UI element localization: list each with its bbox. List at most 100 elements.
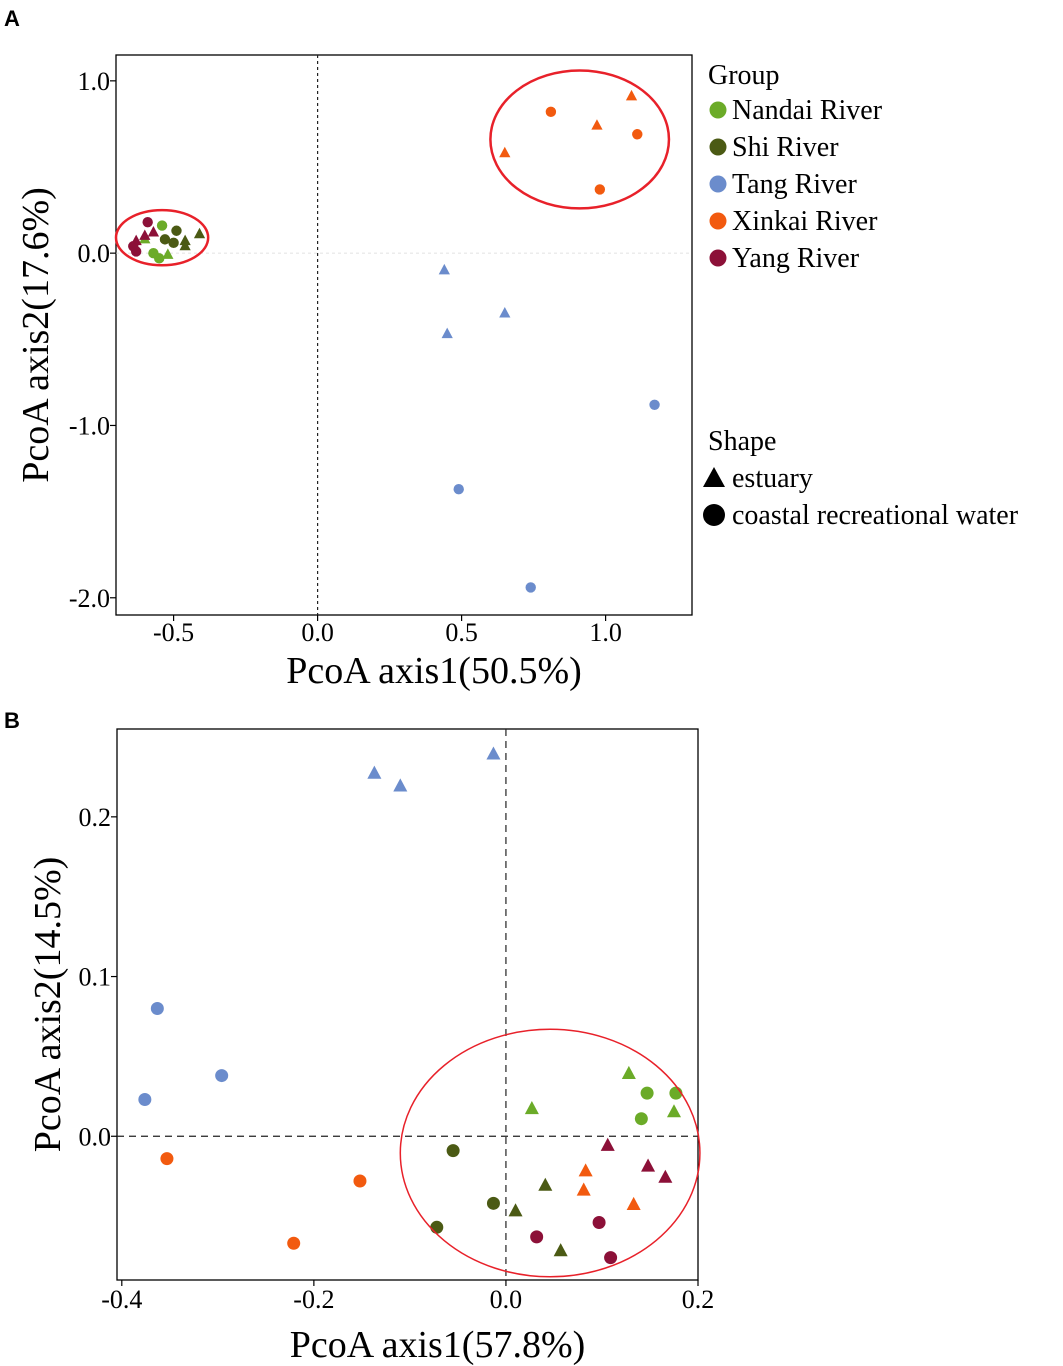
- nandai-river-circle-point: [640, 1086, 654, 1100]
- yang-river-triangle-point: [658, 1169, 673, 1183]
- xinkai-river-triangle-point: [576, 1182, 591, 1196]
- legend-shape-label: coastal recreational water: [732, 500, 1019, 531]
- tang-river-circle-point: [649, 399, 660, 410]
- shi-river-triangle-point: [538, 1177, 553, 1191]
- shi-river-triangle-point: [508, 1203, 523, 1217]
- plot-frame: [116, 728, 699, 1281]
- yang-river-triangle-point: [147, 226, 160, 237]
- xinkai-river-triangle-point: [591, 119, 603, 130]
- y-axis-title: PcoA axis2(17.6%): [15, 187, 57, 483]
- y-tick-label: 0.0: [79, 1122, 112, 1151]
- cluster-ellipse: [114, 208, 210, 267]
- xinkai-river-triangle-point: [499, 146, 511, 158]
- legend-group-label: Nandai River: [732, 95, 883, 126]
- y-tick-label: -2.0: [69, 584, 110, 613]
- yang-river-legend-swatch: [709, 249, 727, 267]
- x-tick-label: 0.2: [682, 1285, 715, 1314]
- pcoa-plot-a: -0.5 0.0 0.5 1.0 1.0 0.0 -1.0 -2.0 PcoA axis1(50…: [15, 54, 693, 692]
- tang-river-circle-point: [215, 1069, 229, 1083]
- nandai-river-triangle-point: [666, 1104, 682, 1118]
- y-tick-label: 0.1: [79, 963, 112, 992]
- shi-river-circle-point: [171, 225, 182, 236]
- yang-river-triangle-point: [641, 1158, 656, 1172]
- tang-river-legend-swatch: [709, 175, 727, 193]
- tang-river-triangle-point: [367, 765, 382, 779]
- xinkai-river-triangle-point: [626, 1196, 641, 1210]
- shi-river-triangle-point: [553, 1243, 568, 1257]
- xinkai-river-triangle-point: [625, 89, 638, 101]
- shi-river-circle-point: [486, 1196, 500, 1210]
- yang-river-triangle-point: [600, 1137, 615, 1151]
- tang-river-circle-point: [138, 1093, 152, 1107]
- legend-group-items: Nandai River Shi River Tang River Xinkai Ri…: [709, 95, 883, 274]
- xinkai-river-circle-point: [545, 106, 557, 118]
- nandai-river-circle-point: [156, 220, 168, 231]
- yang-river-circle-point: [130, 246, 142, 257]
- y-tick-label: 0.2: [79, 803, 112, 832]
- legend-shape-title: Shape: [708, 426, 776, 457]
- tang-river-triangle-point: [441, 327, 453, 339]
- legend-group-title: Group: [708, 60, 780, 91]
- x-tick-label: 0.0: [301, 618, 334, 647]
- yang-river-circle-point: [530, 1230, 544, 1244]
- xinkai-river-circle-point: [160, 1152, 174, 1166]
- shi-river-circle-point: [430, 1220, 444, 1234]
- tang-river-circle-point: [525, 582, 536, 593]
- yang-river-circle-point: [592, 1216, 606, 1230]
- legend-group-label: Shi River: [732, 132, 839, 163]
- legend-triangle-swatch: [703, 467, 725, 487]
- tang-river-triangle-point: [393, 778, 408, 792]
- shi-river-triangle-point: [193, 227, 206, 239]
- x-axis-title: PcoA axis1(50.5%): [286, 650, 582, 692]
- x-tick-label: 1.0: [589, 618, 622, 647]
- y-tick-label: 0.0: [78, 239, 111, 268]
- xinkai-river-circle-point: [594, 184, 606, 195]
- legend-group-label: Tang River: [732, 169, 857, 200]
- tang-river-circle-point: [453, 484, 464, 495]
- xinkai-river-triangle-point: [578, 1163, 593, 1177]
- yang-river-triangle-point: [139, 229, 151, 240]
- plot-frame: [115, 54, 693, 616]
- legend-group-label: Yang River: [732, 243, 860, 274]
- pcoa-plot-b: -0.4 -0.2 0.0 0.2 0.2 0.1 0.0 PcoA axis1(57.8%)…: [27, 728, 715, 1366]
- x-tick-label: -0.5: [153, 618, 194, 647]
- x-tick-label: 0.0: [490, 1285, 523, 1314]
- x-tick-label: -0.4: [101, 1285, 142, 1314]
- nandai-river-triangle-point: [162, 248, 174, 259]
- shi-river-circle-point: [446, 1144, 460, 1158]
- y-tick-label: -1.0: [69, 411, 110, 440]
- yang-river-circle-point: [142, 216, 153, 228]
- xinkai-river-circle-point: [353, 1174, 367, 1188]
- cluster-ellipse: [399, 1028, 701, 1278]
- y-axis-title: PcoA axis2(14.5%): [27, 857, 69, 1153]
- tang-river-triangle-point: [499, 307, 511, 318]
- xinkai-river-circle-point: [287, 1236, 301, 1250]
- xinkai-river-legend-swatch: [709, 212, 727, 230]
- nandai-river-legend-swatch: [709, 101, 727, 119]
- nandai-river-triangle-point: [524, 1101, 539, 1115]
- tang-river-triangle-point: [486, 746, 501, 760]
- shi-river-circle-point: [159, 234, 171, 245]
- nandai-river-triangle-point: [621, 1065, 636, 1079]
- panel-label-a: A: [4, 6, 20, 31]
- cluster-ellipse: [489, 69, 671, 210]
- y-tick-label: 1.0: [78, 67, 111, 96]
- legend-group-label: Xinkai River: [732, 206, 878, 237]
- tang-river-circle-point: [150, 1001, 164, 1015]
- xinkai-river-circle-point: [632, 129, 643, 140]
- shi-river-legend-swatch: [709, 138, 727, 156]
- legend: Group Nandai River Shi River Tang River Xin…: [703, 60, 1019, 531]
- yang-river-circle-point: [604, 1251, 618, 1265]
- nandai-river-circle-point: [148, 247, 159, 259]
- shi-river-circle-point: [168, 237, 179, 249]
- x-tick-label: -0.2: [293, 1285, 334, 1314]
- x-axis-title: PcoA axis1(57.8%): [290, 1324, 586, 1366]
- shi-river-triangle-point: [179, 234, 191, 246]
- tang-river-triangle-point: [438, 263, 450, 275]
- nandai-river-circle-point: [634, 1112, 648, 1126]
- x-tick-label: 0.5: [445, 618, 478, 647]
- legend-circle-swatch: [703, 504, 725, 526]
- legend-shape-items: estuary coastal recreational water: [703, 463, 1019, 531]
- legend-shape-label: estuary: [732, 463, 813, 494]
